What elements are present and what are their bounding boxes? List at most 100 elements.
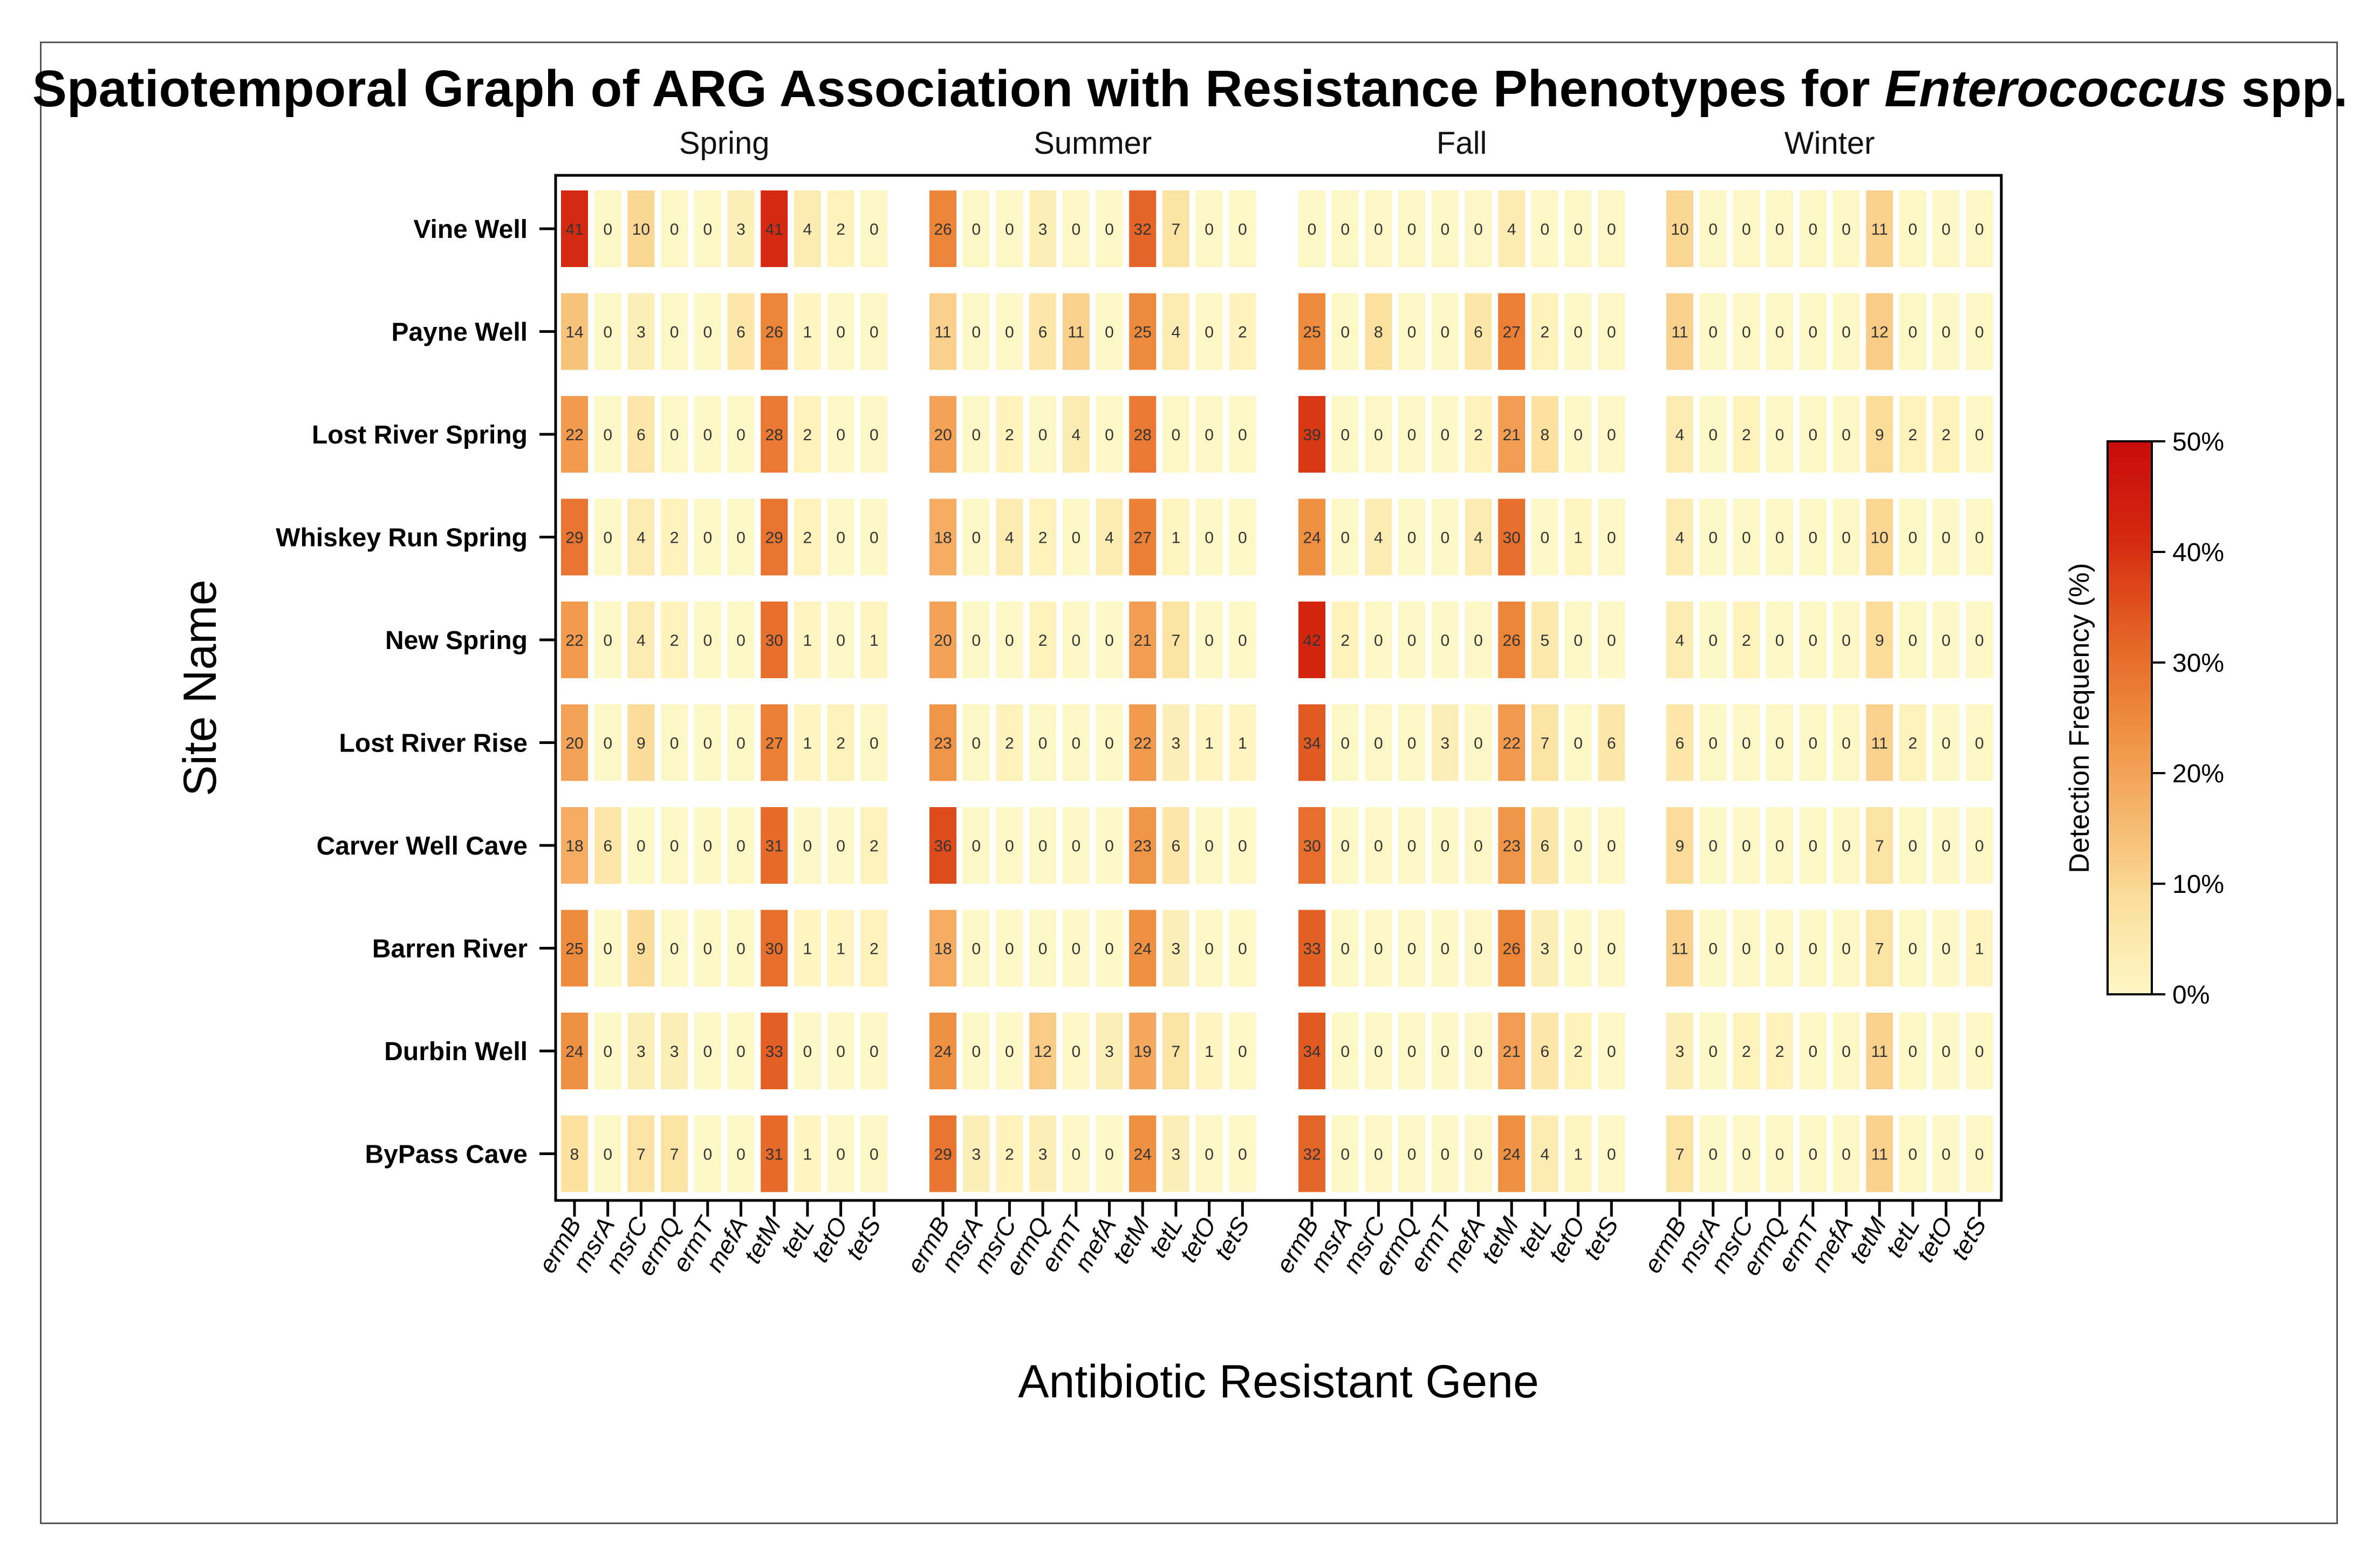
heatmap-cell: [1162, 499, 1189, 576]
heatmap-cell: [1932, 807, 1960, 884]
heatmap-cell: [929, 1115, 956, 1192]
heatmap-cell: [1666, 396, 1693, 473]
cell-value-label: 0: [1105, 940, 1114, 958]
heatmap-cell: [1298, 1115, 1325, 1192]
heatmap-cell: [1832, 910, 1860, 987]
heatmap-cell: [1062, 807, 1090, 884]
cell-value-label: 29: [765, 529, 783, 547]
cell-value-label: 0: [1607, 426, 1616, 444]
cell-value-label: 0: [1341, 426, 1350, 444]
heatmap-cell: [996, 602, 1023, 678]
cell-value-label: 6: [1541, 837, 1550, 855]
heatmap-cell: [1699, 1013, 1727, 1089]
y-axis-title: Site Name: [174, 579, 226, 796]
heatmap-cell: [1096, 1013, 1123, 1089]
cell-value-label: 0: [1105, 1146, 1114, 1164]
heatmap-cell: [1398, 293, 1426, 370]
cell-value-label: 0: [703, 1043, 712, 1061]
cell-value-label: 0: [736, 426, 746, 444]
cell-value-label: 0: [1808, 632, 1817, 650]
heatmap-cell: [929, 807, 956, 884]
heatmap-cell: [727, 807, 755, 884]
cell-value-label: 6: [637, 426, 646, 444]
heatmap-cell: [594, 293, 621, 370]
heatmap-cell: [794, 396, 821, 473]
heatmap-cell: [1029, 396, 1057, 473]
heatmap-cell: [1062, 1115, 1090, 1192]
heatmap-cell: [1598, 704, 1625, 781]
heatmap-cell: [1531, 704, 1558, 781]
colorbar-tick-label: 40%: [2172, 538, 2224, 567]
heatmap-cell: [1598, 499, 1625, 576]
heatmap-cell: [860, 910, 888, 987]
heatmap-cell: [1498, 1115, 1526, 1192]
cell-value-label: 1: [1238, 735, 1247, 753]
cell-value-label: 2: [1941, 426, 1951, 444]
cell-value-label: 0: [1374, 632, 1383, 650]
cell-value-label: 3: [637, 324, 646, 342]
cell-value-label: 0: [1038, 940, 1048, 958]
cell-value-label: 0: [1808, 1146, 1817, 1164]
heatmap-cell: [996, 1115, 1023, 1192]
x-axis-title: Antibiotic Resistant Gene: [1018, 1356, 1539, 1408]
heatmap-cell: [1331, 1115, 1359, 1192]
heatmap-cell: [1598, 1013, 1625, 1089]
cell-value-label: 2: [1474, 426, 1483, 444]
cell-value-label: 22: [565, 632, 583, 650]
cell-value-label: 0: [1374, 1146, 1383, 1164]
heatmap-cell: [929, 602, 956, 678]
heatmap-cell: [1029, 910, 1057, 987]
heatmap-cell: [1598, 602, 1625, 678]
heatmap-cell: [1531, 1115, 1558, 1192]
heatmap-cell: [1564, 190, 1592, 267]
heatmap-cell: [1699, 293, 1727, 370]
heatmap-cell: [1398, 704, 1426, 781]
heatmap-cell: [1799, 910, 1827, 987]
heatmap-cell: [1365, 190, 1392, 267]
heatmap-cell: [1431, 396, 1459, 473]
heatmap-cell: [1498, 1013, 1526, 1089]
site-label: Whiskey Run Spring: [276, 524, 528, 552]
cell-value-label: 0: [736, 529, 746, 547]
heatmap-cell: [794, 910, 821, 987]
heatmap-cell: [1431, 704, 1459, 781]
heatmap-cell: [1832, 1115, 1860, 1192]
heatmap-cell: [1129, 293, 1157, 370]
cell-value-label: 0: [836, 1043, 845, 1061]
cell-value-label: 0: [972, 837, 981, 855]
cell-value-label: 0: [1941, 837, 1951, 855]
plot-frame: [554, 174, 2003, 1202]
cell-value-label: 0: [1842, 529, 1851, 547]
heatmap-cell: [561, 396, 588, 473]
cell-value-label: 0: [1474, 940, 1483, 958]
cell-value-label: 0: [1842, 426, 1851, 444]
heatmap-cell: [1531, 602, 1558, 678]
heatmap-cell: [1062, 293, 1090, 370]
heatmap-cell: [661, 190, 688, 267]
heatmap-cell: [1431, 499, 1459, 576]
cell-value-label: 2: [1909, 426, 1918, 444]
cell-value-label: 2: [870, 837, 879, 855]
heatmap-cell: [761, 1013, 788, 1089]
heatmap-cell: [1195, 293, 1223, 370]
heatmap-cell: [1365, 499, 1392, 576]
cell-value-label: 5: [1541, 632, 1550, 650]
cell-value-label: 4: [1172, 324, 1181, 342]
cell-value-label: 24: [934, 1043, 952, 1061]
cell-value-label: 2: [836, 221, 845, 238]
heatmap-cell: [794, 499, 821, 576]
heatmap-cell: [1331, 704, 1359, 781]
heatmap-cell: [627, 396, 655, 473]
cell-value-label: 1: [836, 940, 845, 958]
heatmap-cell: [1029, 1115, 1057, 1192]
heatmap-cell: [1465, 396, 1492, 473]
heatmap-cell: [860, 1115, 888, 1192]
heatmap-cell: [827, 807, 854, 884]
cell-value-label: 0: [1238, 426, 1247, 444]
cell-value-label: 0: [1941, 1043, 1951, 1061]
cell-value-label: 4: [1675, 426, 1685, 444]
heatmap-cell: [727, 293, 755, 370]
cell-value-label: 3: [1440, 735, 1449, 753]
cell-value-label: 0: [1474, 735, 1483, 753]
cell-value-label: 4: [1675, 529, 1685, 547]
